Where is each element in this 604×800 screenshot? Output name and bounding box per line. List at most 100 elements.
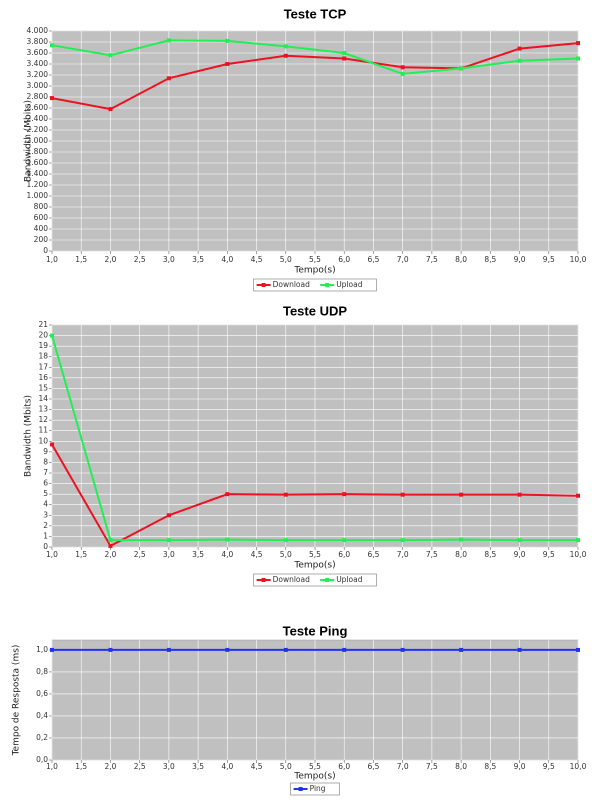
x-tick-label: 9,0 <box>514 762 526 771</box>
data-point <box>400 538 405 543</box>
y-axis-title: Bandwidth (Mbits) <box>24 395 34 477</box>
x-tick-label: 10,0 <box>570 255 587 264</box>
y-tick-label: 2 <box>43 521 48 530</box>
data-point <box>576 41 580 46</box>
data-point <box>400 492 405 497</box>
y-tick-label: 3 <box>43 510 48 519</box>
data-point <box>283 647 288 652</box>
data-point <box>576 538 580 543</box>
x-tick-label: 1,5 <box>75 762 87 771</box>
x-tick-label: 1,5 <box>75 255 87 264</box>
y-tick-label: 18 <box>38 352 48 361</box>
data-point <box>459 647 464 652</box>
x-tick-label: 2,5 <box>134 762 146 771</box>
x-tick-label: 8,5 <box>484 762 496 771</box>
data-point <box>225 62 230 66</box>
x-tick-label: 7,5 <box>426 255 438 264</box>
y-tick-label: 10 <box>38 436 48 445</box>
x-tick-label: 8,5 <box>484 550 496 559</box>
data-point <box>166 38 171 43</box>
y-tick-label: 0 <box>43 542 48 551</box>
x-tick-label: 7,5 <box>426 550 438 559</box>
y-tick-label: 19 <box>38 341 48 350</box>
y-tick-label: 0 <box>43 246 48 255</box>
data-point <box>108 538 113 543</box>
legend-box <box>290 782 340 796</box>
x-tick-label: 6,5 <box>367 762 379 771</box>
data-point <box>108 107 113 112</box>
y-tick-label: 800 <box>34 202 49 211</box>
data-point <box>283 44 288 49</box>
y-tick-label: 16 <box>38 373 48 382</box>
x-tick-label: 1,0 <box>46 550 58 559</box>
y-tick-label: 400 <box>34 224 49 233</box>
x-tick-label: 2,0 <box>104 762 116 771</box>
y-tick-label: 3.400 <box>27 59 49 68</box>
y-tick-label: 0,2 <box>36 733 48 742</box>
y-tick-label: 11 <box>38 426 48 435</box>
x-tick-label: 3,0 <box>163 762 175 771</box>
data-point <box>225 38 230 43</box>
y-tick-label: 6 <box>43 479 48 488</box>
data-point <box>400 647 405 652</box>
y-tick-label: 5 <box>43 489 48 498</box>
legend-box <box>253 278 377 292</box>
x-tick-label: 4,5 <box>251 550 263 559</box>
y-tick-label: 17 <box>38 362 48 371</box>
x-tick-label: 2,0 <box>104 550 116 559</box>
y-tick-label: 0,4 <box>36 711 48 720</box>
data-point <box>50 333 54 338</box>
y-tick-label: 1.000 <box>27 191 49 200</box>
data-point <box>108 543 113 548</box>
x-tick-label: 5,0 <box>280 255 292 264</box>
x-axis-title: Tempo(s) <box>293 561 335 571</box>
y-tick-label: 20 <box>38 331 48 340</box>
x-tick-label: 9,0 <box>514 550 526 559</box>
data-point <box>342 56 347 61</box>
data-point <box>517 46 522 51</box>
series-line <box>51 39 579 75</box>
x-tick-label: 6,0 <box>338 255 350 264</box>
x-tick-label: 10,0 <box>570 762 587 771</box>
x-tick-label: 3,5 <box>192 550 204 559</box>
y-tick-label: 200 <box>34 235 49 244</box>
legend-marker <box>325 578 330 582</box>
y-tick-label: 0,6 <box>36 689 48 698</box>
x-tick-label: 3,0 <box>163 255 175 264</box>
x-tick-label: 9,5 <box>543 762 555 771</box>
data-point <box>50 442 54 447</box>
y-tick-label: 2.600 <box>27 103 49 112</box>
data-point <box>50 647 54 652</box>
y-tick-label: 14 <box>38 394 48 403</box>
y-tick-label: 1.400 <box>27 169 49 178</box>
y-tick-label: 13 <box>38 405 48 414</box>
x-tick-label: 7,0 <box>397 255 409 264</box>
data-point <box>459 537 464 542</box>
x-tick-label: 6,5 <box>367 550 379 559</box>
legend-label: Upload <box>336 575 363 584</box>
y-tick-label: 2.800 <box>27 92 49 101</box>
x-tick-label: 4,0 <box>221 550 233 559</box>
legend-label: Download <box>273 575 311 584</box>
legend-label: Upload <box>336 280 363 289</box>
x-tick-label: 1,5 <box>75 550 87 559</box>
x-tick-label: 4,5 <box>251 255 263 264</box>
y-tick-label: 600 <box>34 213 49 222</box>
x-tick-label: 8,0 <box>455 762 467 771</box>
chart-title: Teste UDP <box>283 303 347 318</box>
y-tick-label: 1.200 <box>27 180 49 189</box>
data-point <box>283 492 288 497</box>
legend: Download Upload <box>253 573 377 587</box>
data-point <box>517 492 522 497</box>
legend: Download Upload <box>253 278 377 292</box>
data-point <box>283 538 288 543</box>
y-axis-title: Tempo de Resposta (ms) <box>12 645 22 757</box>
x-tick-label: 7,5 <box>426 762 438 771</box>
data-point <box>459 66 464 71</box>
x-tick-label: 9,5 <box>543 255 555 264</box>
chart-title: Teste TCP <box>284 6 347 21</box>
data-point <box>517 647 522 652</box>
x-axis-title: Tempo(s) <box>293 266 335 276</box>
legend-label: Ping <box>310 784 326 793</box>
